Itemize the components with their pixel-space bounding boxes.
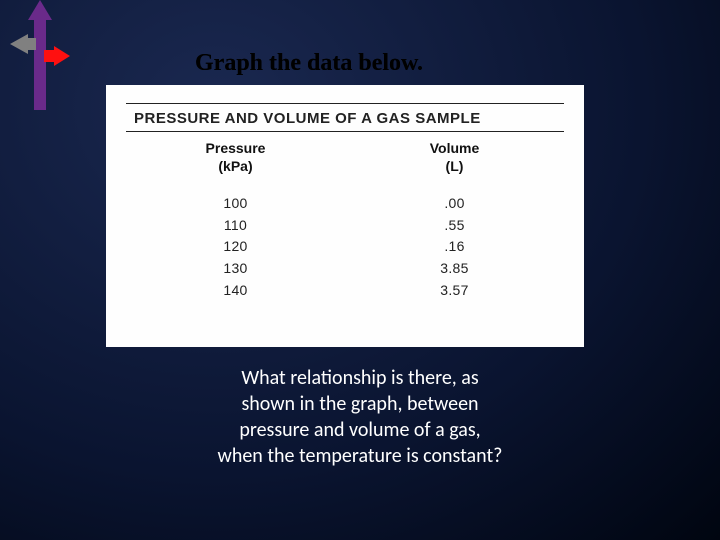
- table-title: PRESSURE AND VOLUME OF A GAS SAMPLE: [128, 110, 564, 127]
- question-text: What relationship is there, as shown in …: [0, 365, 720, 469]
- data-rows: 100 110 120 130 140 .00 .55 .16 3.85 3.5…: [126, 193, 564, 301]
- question-line: pressure and volume of a gas,: [0, 417, 720, 443]
- question-line: when the temperature is constant?: [0, 443, 720, 469]
- table-cell: 100: [126, 193, 345, 215]
- volume-values: .00 .55 .16 3.85 3.57: [345, 193, 564, 301]
- table-cell: 110: [126, 215, 345, 237]
- rule-top: [126, 103, 564, 104]
- pressure-values: 100 110 120 130 140: [126, 193, 345, 301]
- table-cell: 130: [126, 258, 345, 280]
- nav-arrows: [10, 0, 70, 110]
- pressure-header-label: Pressure: [126, 140, 345, 158]
- table-cell: 120: [126, 236, 345, 258]
- data-table-panel: PRESSURE AND VOLUME OF A GAS SAMPLE Pres…: [106, 85, 584, 347]
- table-cell: .00: [345, 193, 564, 215]
- volume-column-header: Volume (L): [345, 140, 564, 175]
- left-arrow-icon: [10, 34, 36, 54]
- pressure-column-header: Pressure (kPa): [126, 140, 345, 175]
- slide-title: Graph the data below.: [195, 50, 423, 77]
- question-line: What relationship is there, as: [0, 365, 720, 391]
- table-cell: 3.57: [345, 280, 564, 302]
- table-cell: .16: [345, 236, 564, 258]
- table-cell: 140: [126, 280, 345, 302]
- pressure-unit-label: (kPa): [126, 158, 345, 176]
- table-cell: 3.85: [345, 258, 564, 280]
- volume-header-label: Volume: [345, 140, 564, 158]
- column-headers: Pressure (kPa) Volume (L): [126, 140, 564, 175]
- rule-mid: [126, 131, 564, 132]
- table-cell: .55: [345, 215, 564, 237]
- question-line: shown in the graph, between: [0, 391, 720, 417]
- right-arrow-icon: [44, 46, 70, 66]
- volume-unit-label: (L): [345, 158, 564, 176]
